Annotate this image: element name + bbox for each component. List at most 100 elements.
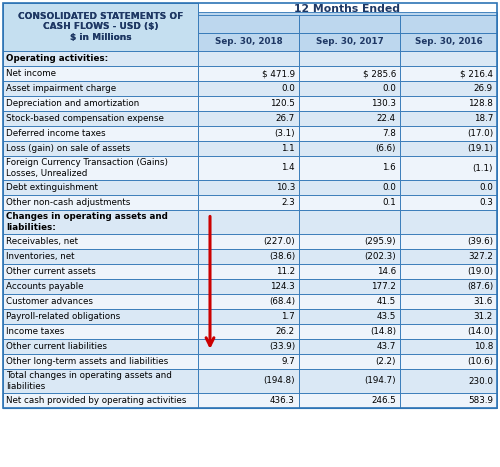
Text: 128.8: 128.8	[468, 99, 493, 108]
Text: (68.4): (68.4)	[269, 297, 295, 306]
Text: $ 216.4: $ 216.4	[460, 69, 493, 78]
Text: 0.0: 0.0	[479, 183, 493, 192]
Text: Changes in operating assets and
liabilities:: Changes in operating assets and liabilit…	[6, 212, 168, 232]
Bar	[3, 234, 198, 249]
Text: (19.1): (19.1)	[467, 144, 493, 153]
Text: 0.1: 0.1	[382, 198, 396, 207]
Text: (14.0): (14.0)	[467, 327, 493, 336]
Text: Stock-based compensation expense: Stock-based compensation expense	[6, 114, 164, 123]
Bar	[299, 51, 400, 66]
Bar	[198, 51, 299, 66]
Bar	[198, 393, 299, 408]
Text: 130.3: 130.3	[371, 99, 396, 108]
Text: CONSOLIDATED STATEMENTS OF
CASH FLOWS - USD ($)
$ in Millions: CONSOLIDATED STATEMENTS OF CASH FLOWS - …	[18, 12, 183, 42]
Bar	[3, 294, 198, 309]
Text: 1.6: 1.6	[382, 163, 396, 172]
Text: 26.7: 26.7	[276, 114, 295, 123]
Bar	[3, 66, 198, 81]
Bar	[3, 126, 198, 141]
Text: 0.0: 0.0	[382, 84, 396, 93]
Bar	[198, 141, 299, 156]
Bar	[198, 195, 299, 210]
Bar	[299, 195, 400, 210]
Bar	[198, 81, 299, 96]
Bar	[299, 81, 400, 96]
Bar	[3, 279, 198, 294]
Bar	[299, 180, 400, 195]
Text: 14.6: 14.6	[377, 267, 396, 276]
Bar	[3, 408, 497, 409]
Bar	[198, 111, 299, 126]
Text: 26.9: 26.9	[474, 84, 493, 93]
Text: (295.9): (295.9)	[364, 237, 396, 246]
Text: 12 Months Ended: 12 Months Ended	[294, 4, 401, 14]
Text: 31.6: 31.6	[474, 297, 493, 306]
Bar	[198, 264, 299, 279]
Bar	[299, 354, 400, 369]
Text: 124.3: 124.3	[270, 282, 295, 291]
Bar	[400, 126, 497, 141]
Text: 0.0: 0.0	[281, 84, 295, 93]
Bar	[198, 210, 299, 234]
Text: (87.6): (87.6)	[467, 282, 493, 291]
Bar	[3, 156, 198, 180]
Bar	[299, 141, 400, 156]
Bar	[299, 279, 400, 294]
Text: 18.7: 18.7	[474, 114, 493, 123]
Bar	[198, 309, 299, 324]
Text: 436.3: 436.3	[270, 396, 295, 405]
Bar	[3, 309, 198, 324]
Bar	[299, 264, 400, 279]
Bar	[400, 234, 497, 249]
Text: 43.7: 43.7	[376, 342, 396, 351]
Text: 583.9: 583.9	[468, 396, 493, 405]
Bar	[3, 3, 198, 51]
Bar	[3, 249, 198, 264]
Bar	[198, 279, 299, 294]
Bar	[299, 15, 400, 33]
Bar	[3, 141, 198, 156]
Text: 22.4: 22.4	[377, 114, 396, 123]
Bar	[198, 96, 299, 111]
Text: Sep. 30, 2016: Sep. 30, 2016	[414, 37, 482, 47]
Bar	[3, 324, 198, 339]
Text: 31.2: 31.2	[474, 312, 493, 321]
Bar	[400, 354, 497, 369]
Bar	[400, 339, 497, 354]
Bar	[198, 354, 299, 369]
Bar	[198, 126, 299, 141]
Text: (3.1): (3.1)	[274, 129, 295, 138]
Bar	[400, 309, 497, 324]
Text: 0.3: 0.3	[479, 198, 493, 207]
Text: 246.5: 246.5	[371, 396, 396, 405]
Text: (194.8): (194.8)	[264, 376, 295, 385]
Text: Depreciation and amortization: Depreciation and amortization	[6, 99, 139, 108]
Text: 1.7: 1.7	[281, 312, 295, 321]
Text: $ 285.6: $ 285.6	[363, 69, 396, 78]
Text: Operating activities:: Operating activities:	[6, 54, 108, 63]
Text: 1.4: 1.4	[282, 163, 295, 172]
Text: $ 471.9: $ 471.9	[262, 69, 295, 78]
Text: Income taxes: Income taxes	[6, 327, 64, 336]
Bar	[3, 180, 198, 195]
Bar	[400, 66, 497, 81]
Text: 11.2: 11.2	[276, 267, 295, 276]
Bar	[299, 33, 400, 51]
Bar	[400, 180, 497, 195]
Text: Loss (gain) on sale of assets: Loss (gain) on sale of assets	[6, 144, 130, 153]
Text: Other current assets: Other current assets	[6, 267, 96, 276]
Text: Other non-cash adjustments: Other non-cash adjustments	[6, 198, 130, 207]
Text: Foreign Currency Transaction (Gains)
Losses, Unrealized: Foreign Currency Transaction (Gains) Los…	[6, 158, 168, 178]
Bar	[198, 66, 299, 81]
Bar	[400, 393, 497, 408]
Text: Asset impairment charge: Asset impairment charge	[6, 84, 116, 93]
Text: (6.6): (6.6)	[376, 144, 396, 153]
Bar	[198, 369, 299, 393]
Text: (17.0): (17.0)	[467, 129, 493, 138]
Text: Inventories, net: Inventories, net	[6, 252, 74, 261]
Text: Other long-term assets and liabilities: Other long-term assets and liabilities	[6, 357, 168, 366]
Bar	[400, 249, 497, 264]
Text: 120.5: 120.5	[270, 99, 295, 108]
Bar	[400, 279, 497, 294]
Bar	[3, 393, 198, 408]
